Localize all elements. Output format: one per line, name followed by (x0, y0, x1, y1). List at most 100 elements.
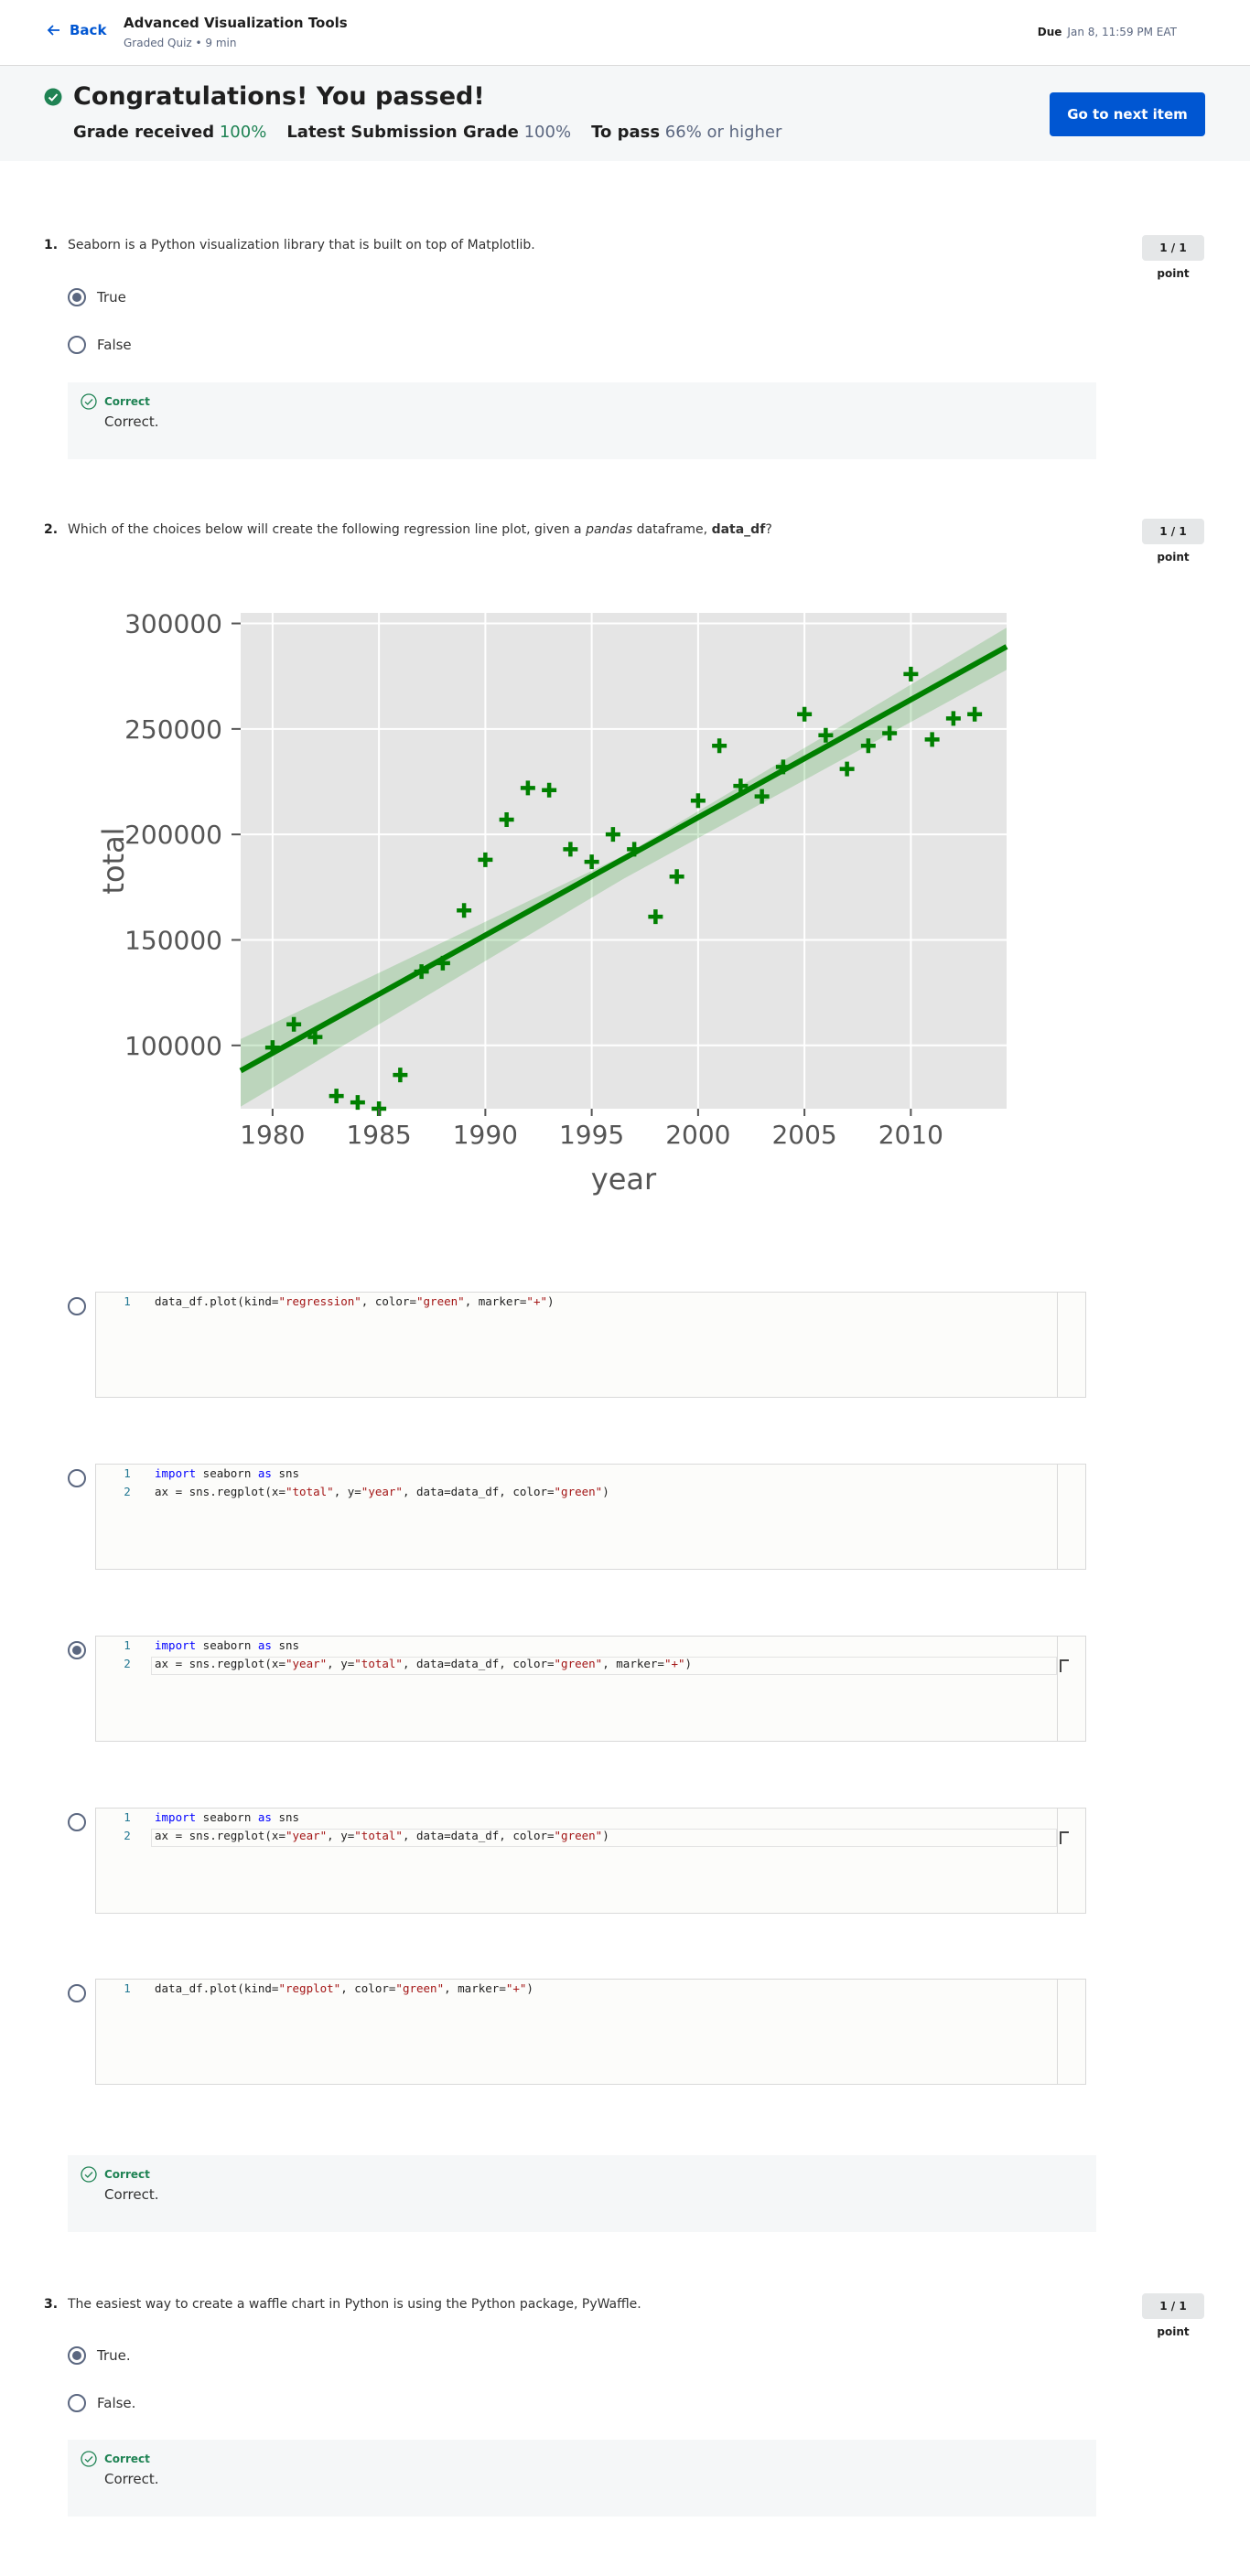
banner-title: Congratulations! You passed! (73, 82, 485, 111)
data-point (584, 854, 599, 870)
editor-scrollbar[interactable] (1057, 1980, 1085, 2084)
to-pass-suffix: or higher (706, 123, 782, 142)
data-point (307, 1029, 323, 1045)
question-2-text: Which of the choices below will create t… (68, 522, 772, 537)
editor-scrollbar[interactable] (1057, 1637, 1085, 1741)
code-option-2-radio[interactable] (68, 1469, 86, 1487)
data-point (712, 738, 727, 754)
data-point (797, 706, 813, 722)
q2-text-part: ? (765, 522, 772, 537)
data-point (542, 782, 557, 798)
due-value: Jan 8, 11:59 PM EAT (1067, 26, 1177, 38)
data-point (690, 793, 706, 809)
question-1-text: Seaborn is a Python visualization librar… (68, 238, 535, 252)
data-point (839, 761, 855, 777)
data-point (648, 909, 663, 925)
code-text: data_df.plot(kind="regression", color="g… (155, 1294, 555, 1308)
radio-selected[interactable] (68, 288, 86, 306)
check-circle-icon (44, 88, 62, 106)
code-option-4-radio[interactable] (68, 1813, 86, 1831)
result-banner: Congratulations! You passed! Grade recei… (0, 66, 1250, 161)
line-number: 1 (124, 1638, 131, 1652)
code-text: data_df.plot(kind="regplot", color="gree… (155, 1981, 533, 1995)
code-option-5-radio[interactable] (68, 1984, 86, 2002)
question-3-points: 1 / 1 point (1142, 2293, 1204, 2338)
data-point (775, 759, 791, 775)
code-option-1-radio[interactable] (68, 1297, 86, 1315)
y-tick-label: 250000 (124, 714, 222, 745)
data-point (393, 1068, 408, 1083)
arrow-left-icon (47, 25, 59, 36)
code-option-3-editor[interactable]: 1 import seaborn as sns 2 ax = sns.regplot(… (95, 1636, 1086, 1742)
data-point (945, 711, 961, 726)
option-label: True (97, 289, 126, 306)
data-point (520, 780, 535, 796)
y-tick-label: 200000 (124, 820, 222, 850)
code-option-3-radio[interactable] (68, 1641, 86, 1659)
feedback-title: Correct (104, 395, 150, 408)
data-point (457, 903, 472, 918)
radio-selected[interactable] (68, 2346, 86, 2365)
question-1-feedback: Correct Correct. (68, 382, 1096, 459)
due-label: Due (1037, 26, 1062, 38)
back-button[interactable]: Back (46, 22, 106, 38)
current-line-highlight (151, 1657, 1057, 1675)
question-3-feedback: Correct Correct. (68, 2440, 1096, 2517)
radio-unselected[interactable] (68, 336, 86, 354)
x-axis-label: year (591, 1162, 657, 1197)
line-number: 1 (124, 1466, 131, 1480)
data-point (286, 1016, 302, 1032)
code-line: 1 data_df.plot(kind="regplot", color="gre… (96, 1981, 1048, 2000)
x-tick-label: 1990 (453, 1120, 518, 1150)
code-option-2-editor[interactable]: 1 import seaborn as sns 2 ax = sns.regplot(… (95, 1464, 1086, 1570)
q2-text-part: Which of the choices below will create t… (68, 522, 587, 537)
data-point (499, 812, 514, 828)
feedback-text: Correct. (104, 2186, 159, 2203)
line-number: 1 (124, 1294, 131, 1308)
code-option-1-editor[interactable]: 1 data_df.plot(kind="regression", color="… (95, 1292, 1086, 1398)
grade-received-value: 100% (219, 123, 267, 142)
radio-unselected[interactable] (68, 2394, 86, 2412)
current-line-highlight (151, 1829, 1057, 1847)
question-1-option-true[interactable]: True (68, 288, 126, 306)
question-3-option-false[interactable]: False. (68, 2394, 135, 2412)
line-number: 2 (124, 1829, 131, 1842)
data-point (563, 842, 578, 857)
data-point (860, 738, 876, 754)
grade-received-label: Grade received (73, 123, 215, 142)
question-2-points: 1 / 1 point (1142, 519, 1204, 564)
code-line: 1 import seaborn as sns (96, 1638, 1048, 1657)
data-point (478, 852, 493, 867)
question-1-option-false[interactable]: False (68, 336, 132, 354)
code-text: ax = sns.regplot(x="total", y="year", da… (155, 1485, 609, 1498)
top-bar: Back Advanced Visualization Tools Graded… (0, 0, 1250, 66)
data-point (414, 964, 429, 980)
data-point (264, 1040, 280, 1056)
editor-cursor-icon (1060, 1831, 1069, 1844)
editor-scrollbar[interactable] (1057, 1465, 1085, 1569)
code-option-4-editor[interactable]: 1 import seaborn as sns 2 ax = sns.regplot(… (95, 1808, 1086, 1914)
x-tick-label: 2000 (665, 1120, 730, 1150)
to-pass-label: To pass (591, 123, 661, 142)
code-text: import seaborn as sns (155, 1810, 300, 1824)
code-text: import seaborn as sns (155, 1638, 300, 1652)
y-axis-label: total (96, 827, 131, 894)
data-point (903, 666, 919, 682)
code-text: ax = sns.regplot(x="year", y="total", da… (155, 1829, 609, 1842)
due-date: Due Jan 8, 11:59 PM EAT (1038, 26, 1177, 38)
code-option-5-editor[interactable]: 1 data_df.plot(kind="regplot", color="gre… (95, 1979, 1086, 2085)
question-3-option-true[interactable]: True. (68, 2346, 131, 2365)
editor-scrollbar[interactable] (1057, 1293, 1085, 1397)
latest-grade-label: Latest Submission Grade (286, 123, 519, 142)
data-point (435, 955, 450, 971)
data-point (350, 1095, 365, 1111)
go-to-next-item-button[interactable]: Go to next item (1050, 92, 1205, 136)
question-2-number: 2. (44, 522, 59, 537)
editor-scrollbar[interactable] (1057, 1809, 1085, 1913)
code-line: 2 ax = sns.regplot(x="total", y="year", d… (96, 1485, 1048, 1503)
data-point (924, 732, 940, 747)
y-tick-label: 100000 (124, 1031, 222, 1061)
data-point (605, 827, 620, 843)
code-line: 2 ax = sns.regplot(x="year", y="total", d… (96, 1657, 1048, 1675)
y-tick-label: 300000 (124, 609, 222, 639)
